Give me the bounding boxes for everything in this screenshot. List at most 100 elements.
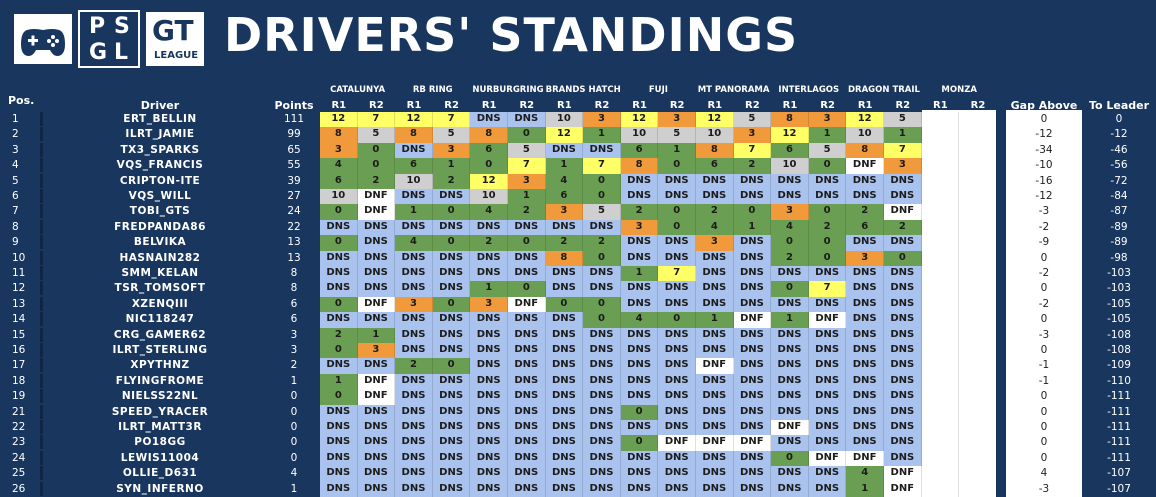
result-cell: DNS — [357, 450, 396, 467]
result-cell — [959, 250, 997, 266]
result-cell: 1 — [846, 481, 884, 497]
points-cell: 24 — [287, 205, 301, 218]
result-cell: DNS — [733, 235, 772, 251]
track-header: MONZA — [941, 85, 977, 95]
table-row: 18 FLYINGFROME 1 -1 -110 1 DNF DNS DNS DNS DNS DNS D… — [0, 373, 1156, 390]
result-cell — [959, 281, 997, 297]
result-cell: DNS — [470, 450, 508, 467]
table-row: 5 CRIPTON-ITE 39 -16 -72 6 2 10 2 12 3 4 0 DNS DNS DNS D… — [0, 173, 1156, 189]
result-cell: 0 — [583, 312, 621, 328]
to-leader-cell: -108 — [1107, 328, 1131, 341]
result-cell: 0 — [508, 235, 546, 251]
race-header: R2 — [970, 100, 986, 111]
result-cell: DNS — [583, 404, 621, 420]
points-cell: 39 — [287, 174, 301, 187]
table-row: 21 SPEED_YRACER 0 0 -111 DNS DNS DNS DNS DNS DNS DN… — [0, 404, 1156, 420]
result-cell: 2 — [884, 219, 922, 236]
result-cell: DNS — [620, 420, 659, 436]
gap-above-cell: 0 — [1006, 343, 1082, 359]
result-cell: 0 — [771, 450, 809, 467]
result-cell: DNS — [357, 219, 396, 236]
row-stripe — [40, 281, 43, 296]
result-cell: DNS — [470, 312, 508, 328]
driver-name: LEWIS11004 — [120, 451, 200, 464]
result-cell: DNS — [620, 450, 659, 467]
result-cell: 3 — [395, 296, 433, 313]
result-cell: DNS — [658, 373, 696, 390]
result-cell: DNS — [432, 435, 471, 451]
result-cell: DNS — [658, 420, 696, 436]
result-cell: DNS — [545, 327, 584, 343]
result-cell — [922, 235, 960, 251]
result-cell: DNS — [620, 250, 659, 266]
result-cell — [959, 112, 997, 128]
position-cell: 2 — [12, 128, 19, 141]
position-cell: 11 — [12, 267, 26, 279]
track-header: DRAGON TRAIL — [848, 85, 920, 95]
result-cell — [922, 296, 960, 313]
result-cell: DNS — [395, 404, 433, 420]
result-cell: 6 — [545, 189, 584, 205]
race-header: R2 — [594, 100, 610, 111]
result-cell: 0 — [320, 343, 358, 359]
result-cell: 2 — [508, 204, 546, 220]
result-cell: DNS — [696, 173, 734, 189]
points-cell: 27 — [287, 190, 301, 202]
result-cell: 7 — [583, 158, 621, 174]
result-cell: DNS — [846, 404, 884, 420]
track-header: RB RING — [412, 85, 453, 95]
result-cell: 0 — [620, 404, 659, 420]
col-driver: Driver — [140, 99, 180, 112]
result-cell: 7 — [357, 112, 396, 128]
race-header: R2 — [519, 100, 535, 111]
table-row: 7 TOBI_GTS 24 -3 -87 0 DNF 1 0 4 2 3 5 2 0 2 0 3 0 2 DNF — [0, 204, 1156, 220]
result-cell: DNS — [545, 466, 584, 482]
driver-name: XPYTHNZ — [130, 359, 190, 372]
result-cell — [959, 296, 997, 313]
result-cell: DNS — [658, 281, 696, 297]
result-cell: 1 — [320, 373, 358, 390]
gap-above-cell: 4 — [1006, 466, 1082, 482]
points-cell: 99 — [287, 128, 301, 141]
driver-name: ILRT_STERLING — [112, 344, 208, 356]
gamepad-icon — [21, 29, 65, 56]
result-cell: 7 — [508, 158, 546, 174]
result-cell: DNS — [884, 358, 922, 374]
row-stripe — [40, 312, 43, 327]
result-cell: DNS — [432, 481, 471, 497]
result-cell: 7 — [658, 266, 696, 282]
points-cell: 0 — [290, 451, 298, 464]
result-cell: 3 — [508, 173, 546, 189]
result-cell: 0 — [658, 158, 696, 174]
to-leader-cell: -111 — [1107, 421, 1131, 433]
result-cell: DNS — [620, 327, 659, 343]
result-cell — [959, 450, 997, 467]
result-cell: 5 — [508, 142, 546, 159]
result-cell: 0 — [357, 158, 396, 174]
result-cell: DNS — [696, 404, 734, 420]
result-cell: 0 — [320, 296, 358, 313]
result-cell: DNS — [733, 266, 772, 282]
result-cell: DNS — [658, 404, 696, 420]
result-cell: DNS — [808, 466, 847, 482]
result-cell: DNS — [846, 296, 884, 313]
gap-above-cell: -9 — [1006, 235, 1082, 251]
result-cell: 10 — [545, 112, 584, 128]
position-cell: 8 — [12, 220, 19, 233]
result-cell: 3 — [696, 235, 734, 251]
logo-letter: G — [89, 40, 108, 65]
result-cell: DNS — [508, 327, 546, 343]
track-header: FUJI — [648, 85, 668, 95]
result-cell: DNS — [545, 389, 584, 405]
result-cell: DNS — [432, 420, 471, 436]
result-cell: 0 — [808, 158, 847, 174]
result-cell: DNS — [733, 327, 772, 343]
track-header: NURBURGRING — [472, 85, 544, 95]
result-cell — [922, 127, 960, 143]
result-cell: DNS — [808, 358, 847, 374]
result-cell — [922, 450, 960, 467]
result-cell: DNS — [545, 219, 584, 236]
result-cell — [922, 358, 960, 374]
result-cell: 3 — [320, 142, 358, 159]
result-cell: DNF — [357, 373, 396, 390]
